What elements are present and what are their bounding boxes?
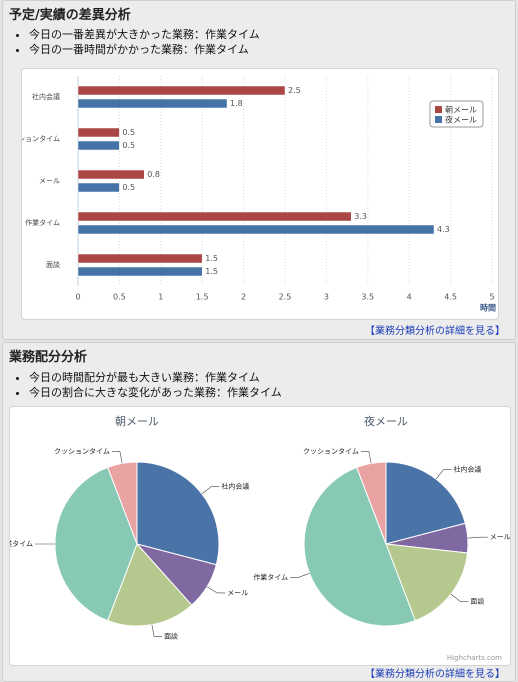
data-label: 1.5	[205, 267, 218, 276]
bar	[77, 182, 120, 193]
data-label: 1.8	[230, 99, 243, 108]
label-connector	[111, 451, 123, 464]
label-connector	[151, 624, 163, 637]
bar-chart-box: 0 0.5 1 1.5 2 2.5 3 3.5 4 4.5 5時間 社内会議 2.5 1.8 クッションタイ…	[4, 68, 499, 320]
bar	[77, 266, 203, 277]
slice-label: クッションタイム	[54, 447, 110, 456]
pie-slice	[107, 543, 193, 627]
slice-label: メール	[490, 533, 510, 541]
pie-title: 夜メール	[364, 414, 408, 428]
variance-section: 予定/実績の差異分析 今日の一番差異が大きかった業務：作業タイム 今日の一番時間…	[2, 0, 516, 340]
label-connector	[435, 469, 452, 480]
data-label: 0.5	[122, 183, 135, 192]
bar	[77, 224, 435, 235]
legend-label: 夜メール	[445, 115, 477, 125]
pie-slice	[107, 461, 138, 545]
bar	[77, 98, 228, 109]
x-tick-label: 1.5	[196, 293, 209, 302]
slice-label: 社内会議	[453, 465, 481, 474]
credits: Highcharts.com	[447, 654, 502, 662]
x-tick-label: 5	[489, 293, 494, 302]
detail-link[interactable]: 【業務分類分析の詳細を見る】	[365, 669, 505, 680]
label-connector	[201, 486, 220, 495]
x-tick-label: 3	[324, 293, 329, 302]
bar	[77, 140, 120, 151]
bullet: 今日の時間配分が最も大きい業務：作業タイム	[29, 370, 282, 385]
slice-label: 作業タイム	[253, 573, 288, 582]
section-title: 業務配分分析	[9, 350, 88, 365]
label-connector	[360, 451, 372, 464]
legend-swatch	[435, 106, 442, 113]
x-tick-label: 2	[241, 293, 246, 302]
bar-chart: 0 0.5 1 1.5 2 2.5 3 3.5 4 4.5 5時間 社内会議 2.5 1.8 クッションタイ…	[4, 76, 496, 313]
pie-slice	[385, 543, 469, 622]
slice-label: 面談	[164, 631, 178, 640]
legend-label: 朝メール	[445, 106, 477, 115]
y-tick-label: 面談	[46, 260, 60, 269]
y-tick-label: クッションタイム	[22, 134, 60, 143]
slice-label: メール	[227, 589, 248, 597]
bar	[77, 253, 203, 264]
bullet: 今日の一番時間がかかった業務：作業タイム	[29, 42, 260, 57]
label-connector	[206, 586, 226, 594]
data-label: 0.8	[147, 170, 160, 179]
x-tick-label: 0	[75, 293, 80, 302]
data-label: 0.5	[122, 141, 135, 150]
bar	[77, 85, 286, 96]
allocation-section: 業務配分分析 今日の時間配分が最も大きい業務：作業タイム 今日の割合に大きな変化…	[2, 342, 516, 682]
x-tick-label: 3.5	[361, 293, 374, 302]
data-label: 4.3	[437, 225, 450, 234]
bar	[77, 169, 145, 180]
bar	[77, 127, 120, 138]
slice-label: 作業タイム	[10, 539, 33, 548]
y-tick-label: 作業タイム	[25, 218, 60, 227]
x-tick-label: 4.5	[444, 293, 457, 302]
legend-box	[429, 100, 484, 128]
x-tick-label: 1	[158, 293, 163, 302]
detail-link[interactable]: 【業務分類分析の詳細を見る】	[365, 326, 505, 337]
x-tick-label: 4	[407, 293, 412, 302]
data-label: 0.5	[122, 128, 135, 137]
x-tick-label: 2.5	[279, 293, 292, 302]
x-axis-title: 時間	[480, 303, 496, 313]
pie-slice	[54, 466, 138, 622]
data-label: 1.5	[205, 254, 218, 263]
pie-title: 朝メール	[115, 415, 159, 428]
slice-label: 面談	[470, 596, 484, 605]
bullet: 今日の一番差異が大きかった業務：作業タイム	[29, 27, 260, 42]
x-tick-label: 0.5	[113, 293, 126, 302]
label-connector	[290, 573, 310, 578]
legend-swatch	[435, 116, 442, 123]
pie-slice	[303, 466, 416, 627]
bullet: 今日の割合に大きな変化があった業務：作業タイム	[29, 385, 282, 400]
slice-label: クッションタイム	[303, 447, 359, 456]
pie-slice	[385, 461, 466, 545]
label-connector	[467, 536, 488, 539]
label-connector	[450, 593, 469, 602]
y-tick-label: 社内会議	[32, 92, 60, 101]
bar	[77, 211, 352, 222]
slice-label: 社内会議	[221, 482, 249, 491]
bullet-list: 今日の一番差異が大きかった業務：作業タイム 今日の一番時間がかかった業務：作業タ…	[15, 27, 260, 57]
bullet-list: 今日の時間配分が最も大きい業務：作業タイム 今日の割合に大きな変化があった業務：…	[15, 370, 282, 400]
data-label: 3.3	[354, 212, 367, 221]
data-label: 2.5	[288, 86, 301, 95]
section-title: 予定/実績の差異分析	[9, 8, 131, 23]
y-tick-label: メール	[39, 177, 60, 185]
